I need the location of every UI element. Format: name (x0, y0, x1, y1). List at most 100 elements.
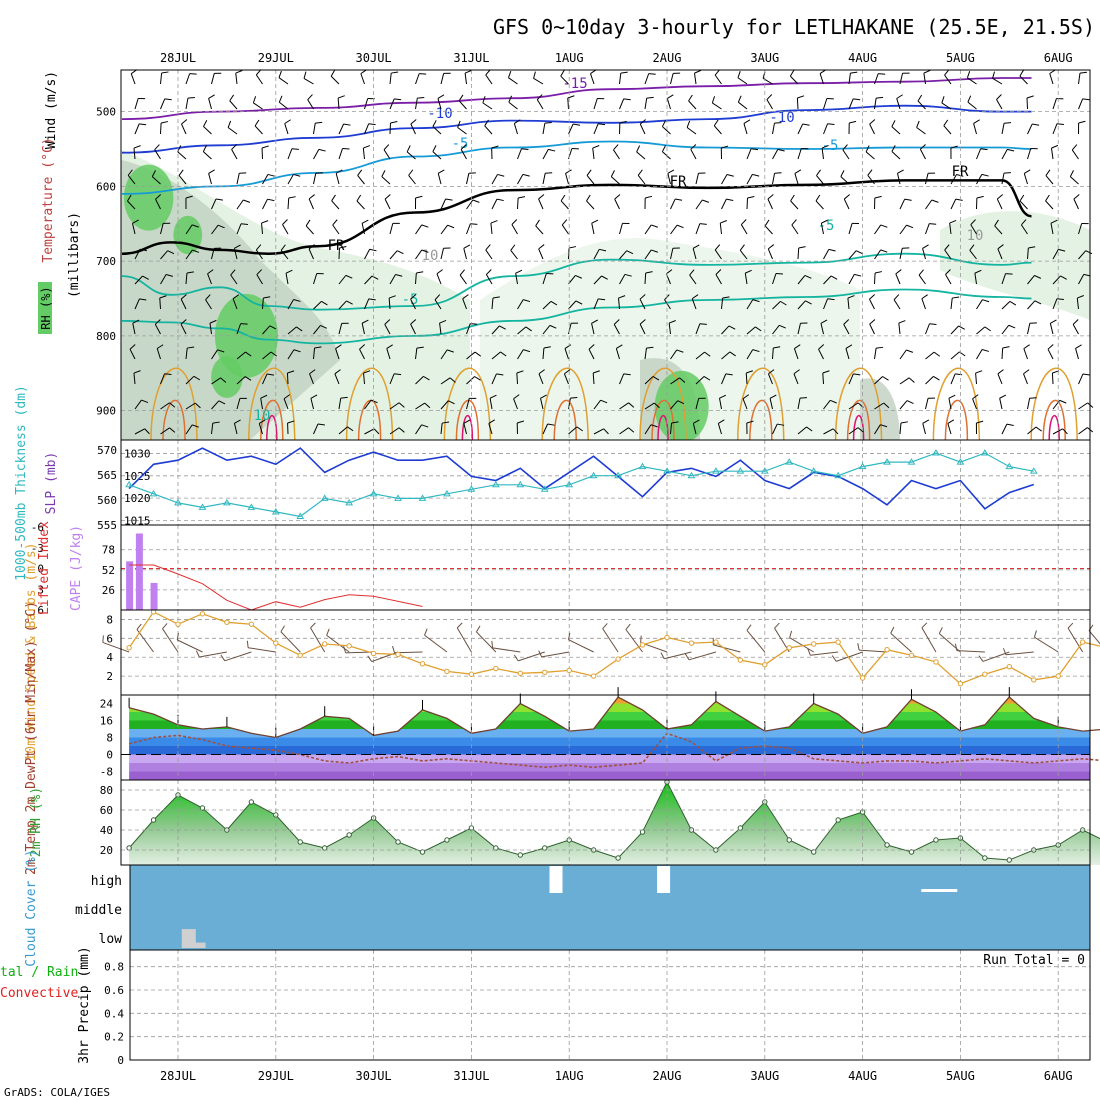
wind-barb-flag (1069, 170, 1074, 177)
rh2m-point (199, 805, 206, 811)
wind-barb (644, 424, 652, 435)
warm-isotherm (553, 399, 577, 441)
wind-barb-flag (1079, 71, 1087, 74)
wind-barb-flag (1004, 122, 1012, 124)
wind-barb-flag (948, 394, 956, 399)
wind-barb-flag (244, 376, 252, 381)
wind-barb (869, 323, 875, 335)
wind-barb (670, 377, 680, 385)
chart-title: GFS 0~10day 3-hourly for LETLHAKANE (25.… (493, 15, 1095, 39)
wind-barb (686, 127, 697, 135)
wind-barb-flag (876, 346, 884, 349)
wind-barb-flag (1077, 295, 1084, 299)
thickness-line (128, 452, 1034, 518)
cape-tick: 26 (102, 584, 115, 597)
wind-barb-flag (893, 294, 900, 301)
li-tick: 3 (37, 583, 44, 596)
precip-legend-convective: Convective (0, 986, 78, 1001)
wind-barb-flag (308, 244, 315, 250)
wind-barb (619, 223, 623, 235)
wind-barb (129, 348, 136, 360)
wind-barb-flag (945, 269, 951, 275)
wind-barb-flag (981, 349, 989, 352)
wind-barb (434, 299, 442, 310)
wind-barb (593, 428, 604, 435)
wind-barb-flag (489, 394, 497, 399)
wind-barb (389, 250, 398, 260)
wind-barb (160, 427, 170, 435)
wind10-point (1079, 639, 1086, 645)
wind-barb-flag (941, 96, 945, 104)
wind-barb (462, 298, 467, 310)
wind-barb (236, 398, 241, 410)
wind-barb-flag (689, 269, 695, 276)
wind-barb (944, 74, 952, 85)
wind-barb (308, 248, 314, 260)
wind-barb (848, 427, 859, 435)
wind-barb-flag (243, 199, 251, 203)
wind-barb-flag (789, 69, 795, 77)
isotherm-line (121, 140, 1032, 195)
wind-barb-flag (463, 244, 471, 249)
wind-barb (644, 73, 650, 85)
upper-air-tick: 500 (96, 106, 116, 119)
wind-barb-flag (536, 94, 543, 100)
wind-barb (466, 351, 476, 360)
rh2m-point (786, 837, 792, 843)
wind10-barb-flag (136, 623, 142, 630)
wind-barb (363, 372, 365, 385)
date-label-bottom: 1AUG (555, 1069, 584, 1083)
wind-barb (408, 175, 416, 185)
wind10-barb-flag (326, 628, 330, 636)
wind-barb-flag (547, 423, 555, 426)
wind-barb-flag (282, 219, 288, 225)
wind-barb-flag (797, 95, 805, 99)
wind-barb (134, 123, 140, 135)
wind-barb (389, 373, 395, 385)
wind-barb-flag (486, 269, 492, 275)
wind-barb (178, 175, 187, 185)
wind-barb-flag (514, 119, 521, 124)
wind-barb-flag (339, 245, 347, 249)
wind-barb (820, 323, 824, 335)
rh2m-point (419, 849, 426, 855)
wind-barb-flag (601, 275, 608, 280)
wind-barb (618, 297, 620, 310)
wind-barb-flag (929, 223, 937, 225)
wind10-barb-flag (746, 624, 752, 631)
wind10-barb-flag (954, 643, 958, 651)
wind-barb (712, 102, 722, 110)
wind-barb-flag (917, 94, 923, 102)
wind-barb-flag (464, 69, 472, 74)
wind-barb (717, 423, 722, 435)
wind-barb (1027, 398, 1031, 410)
rh2m-point (297, 839, 303, 845)
wind-barb (816, 175, 824, 185)
wind-barb-flag (970, 219, 976, 225)
wind-barb (282, 224, 289, 235)
wind-barb-flag (880, 249, 888, 253)
cloud-low-bar (191, 942, 206, 948)
wind-barb (466, 323, 471, 335)
wind-barb-flag (693, 419, 700, 424)
wind-barb-flag (973, 119, 980, 124)
wind-barb-flag (1078, 120, 1086, 124)
wind-barb (1027, 148, 1032, 160)
wind10-point (444, 668, 450, 675)
date-label-bottom: 29JUL (258, 1069, 294, 1083)
wind-barb-flag (713, 119, 719, 127)
wind-barb (791, 224, 799, 235)
wind-barb-flag (459, 269, 465, 276)
wind-barb (967, 77, 977, 85)
wind-barb (313, 273, 318, 285)
wind-barb (440, 73, 445, 85)
wind-barb (636, 151, 646, 160)
cloud-ylabel: Cloud Cover (%) (24, 849, 39, 966)
wind-barb (1001, 173, 1005, 185)
wind-barb-flag (843, 194, 850, 200)
wind-barb-flag (259, 419, 266, 424)
wind10-barb (326, 634, 350, 653)
footer-credit: GrADS: COLA/IGES (4, 1086, 110, 1099)
wind-barb-flag (719, 394, 727, 399)
wind10-barb (310, 627, 326, 653)
